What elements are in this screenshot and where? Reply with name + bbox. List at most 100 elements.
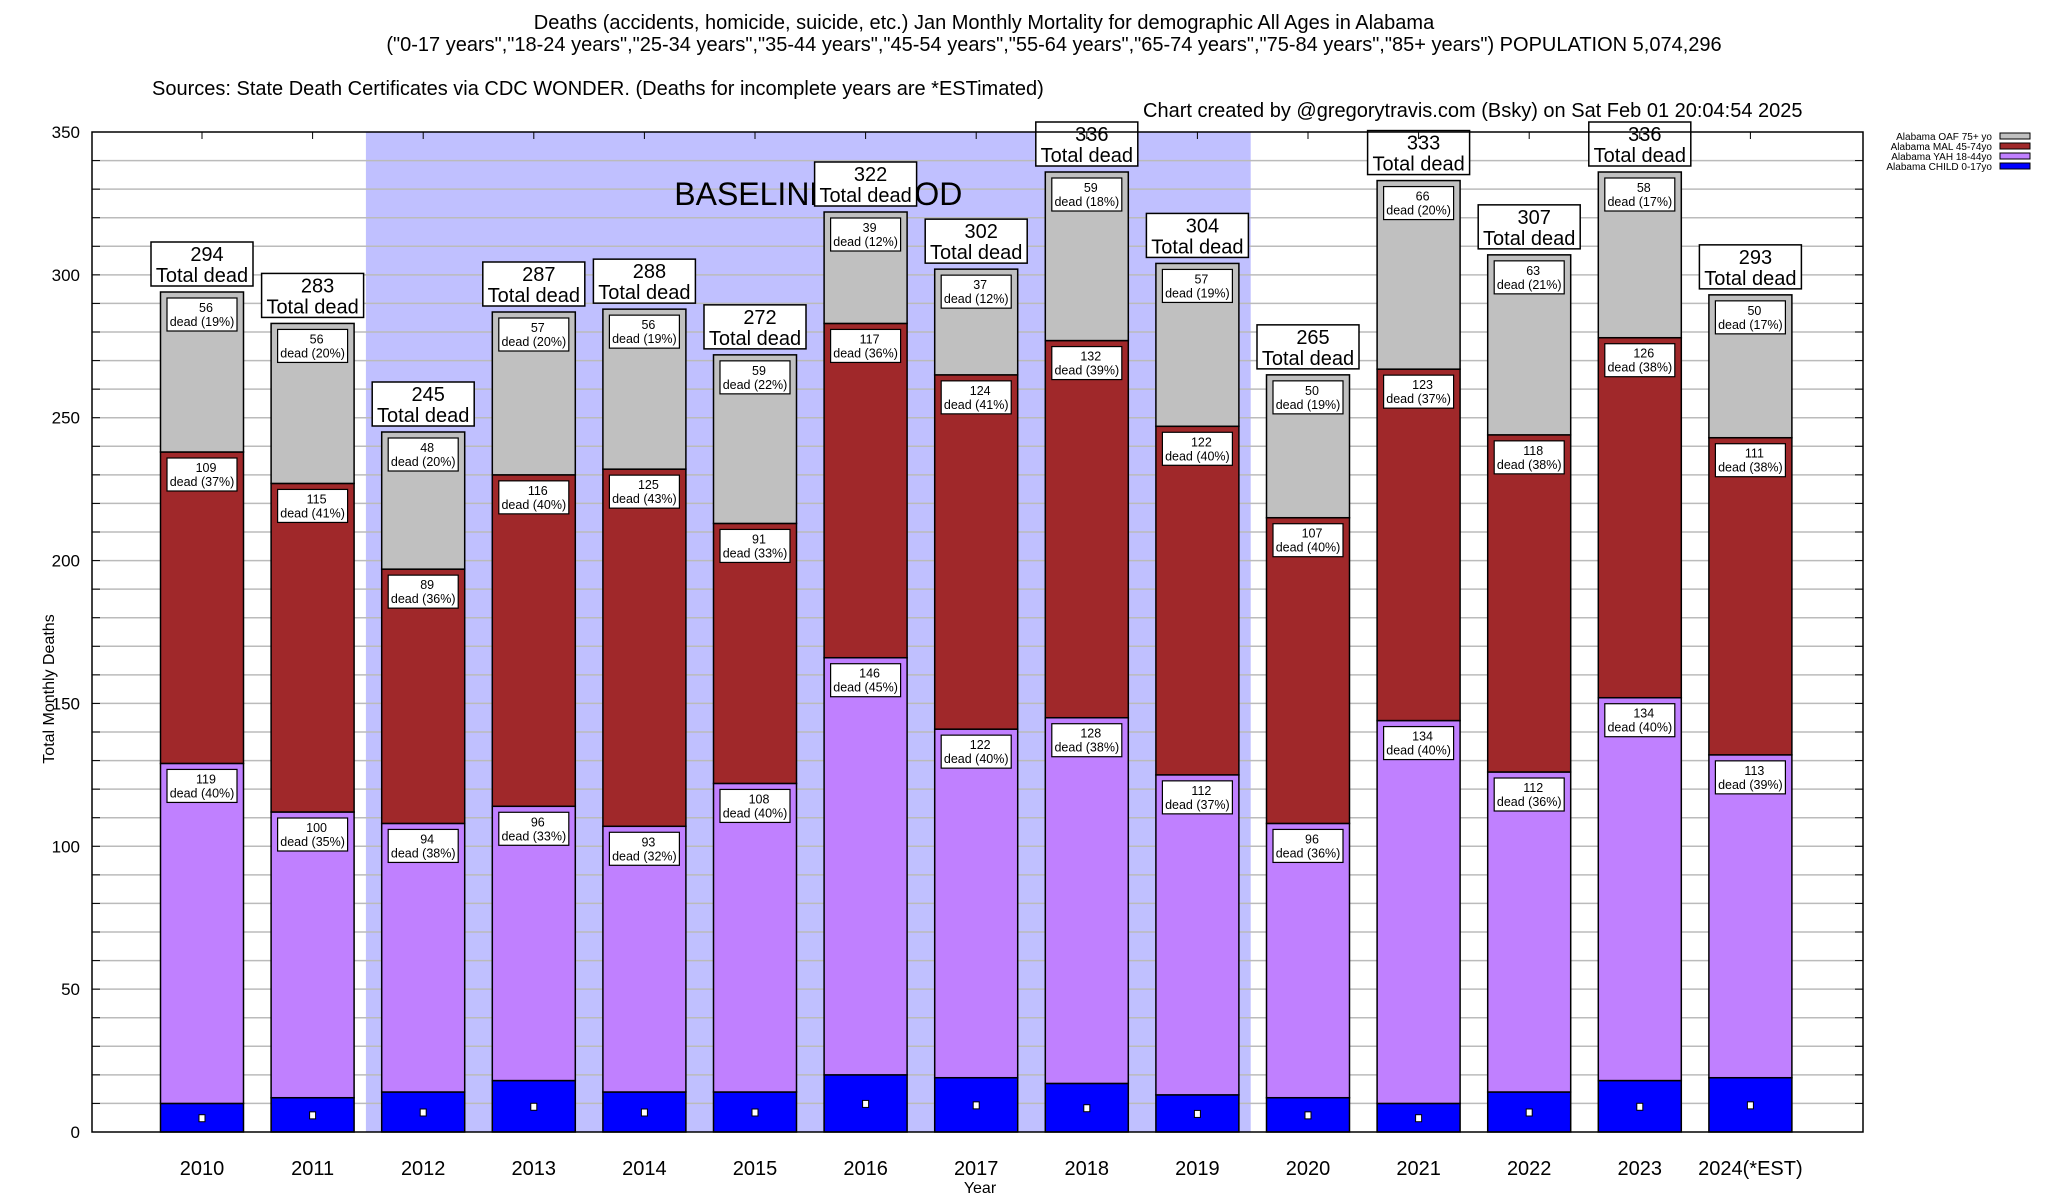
- segment-label-box: [719, 528, 791, 564]
- segment-pct-label: dead (40%): [1607, 721, 1672, 735]
- plot-frame: [91, 131, 1864, 1133]
- child-marker: [862, 1099, 870, 1108]
- bar-segment-mal: [491, 474, 577, 808]
- source-note: Sources: State Death Certificates via CD…: [152, 78, 1044, 100]
- bar-segment-mal: [712, 522, 798, 785]
- segment-pct-label: dead (40%): [723, 806, 788, 820]
- segment-value-label: 128: [1080, 727, 1101, 741]
- child-marker: [530, 1102, 538, 1111]
- bar-segment-yah: [1486, 771, 1572, 1093]
- segment-value-label: 56: [310, 332, 324, 346]
- segment-label-box: [1493, 777, 1565, 812]
- total-label-box: [260, 272, 365, 319]
- bar-segment-mal: [602, 468, 687, 828]
- bar-segment-mal: [380, 568, 466, 825]
- segment-label-box: [1272, 523, 1344, 558]
- child-marker: [751, 1108, 759, 1117]
- segment-label-box: [608, 314, 681, 349]
- child-marker: [1636, 1102, 1644, 1111]
- segment-pct-label: dead (36%): [391, 592, 456, 606]
- total-label-box: [813, 161, 918, 207]
- x-tick-label: 2023: [1618, 1158, 1663, 1180]
- segment-value-label: 50: [1747, 304, 1761, 318]
- segment-value-label: 57: [531, 321, 545, 335]
- segment-value-label: 123: [1412, 378, 1433, 392]
- x-tick-label: 2014: [622, 1158, 667, 1180]
- segment-label-box: [1382, 374, 1455, 409]
- bar-segment-yah: [712, 782, 798, 1093]
- x-tick-label: 2022: [1507, 1158, 1552, 1180]
- bar-segment-mal: [1486, 434, 1572, 773]
- child-marker: [419, 1108, 427, 1117]
- segment-pct-label: dead (17%): [1718, 318, 1783, 332]
- bar-segment-yah: [380, 822, 466, 1093]
- y-tick-label: 100: [52, 837, 80, 856]
- segment-pct-label: dead (40%): [1165, 449, 1230, 463]
- total-label-box: [371, 381, 475, 427]
- total-label-box: [150, 241, 254, 287]
- segment-pct-label: dead (38%): [1054, 741, 1119, 755]
- segment-value-label: 115: [307, 492, 327, 506]
- total-label-box: [1477, 204, 1581, 250]
- segment-label-box: [1161, 268, 1234, 304]
- total-value-label: 283: [301, 275, 334, 297]
- total-value-label: 265: [1296, 327, 1329, 349]
- segment-value-label: 94: [420, 832, 434, 846]
- segment-label-box: [940, 380, 1012, 415]
- segment-value-label: 112: [1191, 784, 1211, 798]
- bar-segment-child: [712, 1091, 798, 1133]
- segment-label-box: [1604, 343, 1676, 378]
- segment-value-label: 89: [420, 578, 434, 592]
- total-label-box: [592, 258, 697, 304]
- segment-value-label: 124: [970, 384, 991, 398]
- total-value-label: 304: [1186, 215, 1219, 237]
- total-text-label: Total dead: [266, 296, 358, 318]
- total-label-box: [482, 261, 586, 307]
- x-tick-label: 2012: [401, 1158, 446, 1180]
- segment-label-box: [608, 831, 681, 866]
- segment-value-label: 50: [1305, 384, 1319, 398]
- segment-label-box: [829, 328, 902, 364]
- y-tick-label: 150: [52, 694, 80, 713]
- segment-label-box: [1493, 260, 1565, 295]
- total-text-label: Total dead: [598, 282, 690, 304]
- total-text-label: Total dead: [819, 185, 911, 207]
- child-marker: [1304, 1111, 1312, 1120]
- segment-label-box: [387, 574, 459, 609]
- y-tick-label: 300: [52, 266, 80, 285]
- segment-pct-label: dead (37%): [1386, 392, 1451, 406]
- segment-pct-label: dead (37%): [1165, 798, 1230, 812]
- segment-pct-label: dead (38%): [1607, 361, 1672, 375]
- total-text-label: Total dead: [377, 405, 469, 427]
- y-tick-label: 0: [71, 1123, 80, 1142]
- total-value-label: 322: [854, 164, 887, 186]
- total-text-label: Total dead: [1483, 228, 1575, 250]
- chart-title: Deaths (accidents, homicide, suicide, et…: [533, 12, 1435, 34]
- segment-value-label: 91: [752, 532, 766, 546]
- total-text-label: Total dead: [488, 285, 580, 307]
- y-axis-label: Total Monthly Deaths: [41, 614, 58, 764]
- y-tick-label: 350: [52, 123, 80, 142]
- total-label-box: [1256, 324, 1360, 370]
- bar-segment-mal: [1708, 436, 1793, 756]
- segment-pct-label: dead (38%): [1497, 458, 1562, 472]
- child-marker: [309, 1111, 317, 1120]
- segment-pct-label: dead (38%): [391, 846, 456, 860]
- segment-value-label: 118: [1523, 444, 1543, 458]
- x-tick-label: 2020: [1286, 1158, 1331, 1180]
- segment-value-label: 122: [970, 738, 991, 752]
- segment-pct-label: dead (36%): [1276, 846, 1341, 860]
- segment-value-label: 134: [1633, 707, 1654, 721]
- segment-value-label: 116: [528, 484, 548, 498]
- segment-label-box: [1382, 725, 1455, 761]
- bar-segment-yah: [1376, 719, 1461, 1105]
- segment-pct-label: dead (38%): [1718, 461, 1783, 475]
- total-value-label: 272: [743, 307, 776, 329]
- segment-label-box: [498, 811, 570, 846]
- segment-pct-label: dead (33%): [501, 829, 566, 843]
- segment-value-label: 37: [973, 278, 987, 292]
- segment-value-label: 111: [1745, 447, 1764, 461]
- segment-value-label: 100: [306, 821, 327, 835]
- legend-label: Alabama OAF 75+ yo: [1896, 132, 1992, 143]
